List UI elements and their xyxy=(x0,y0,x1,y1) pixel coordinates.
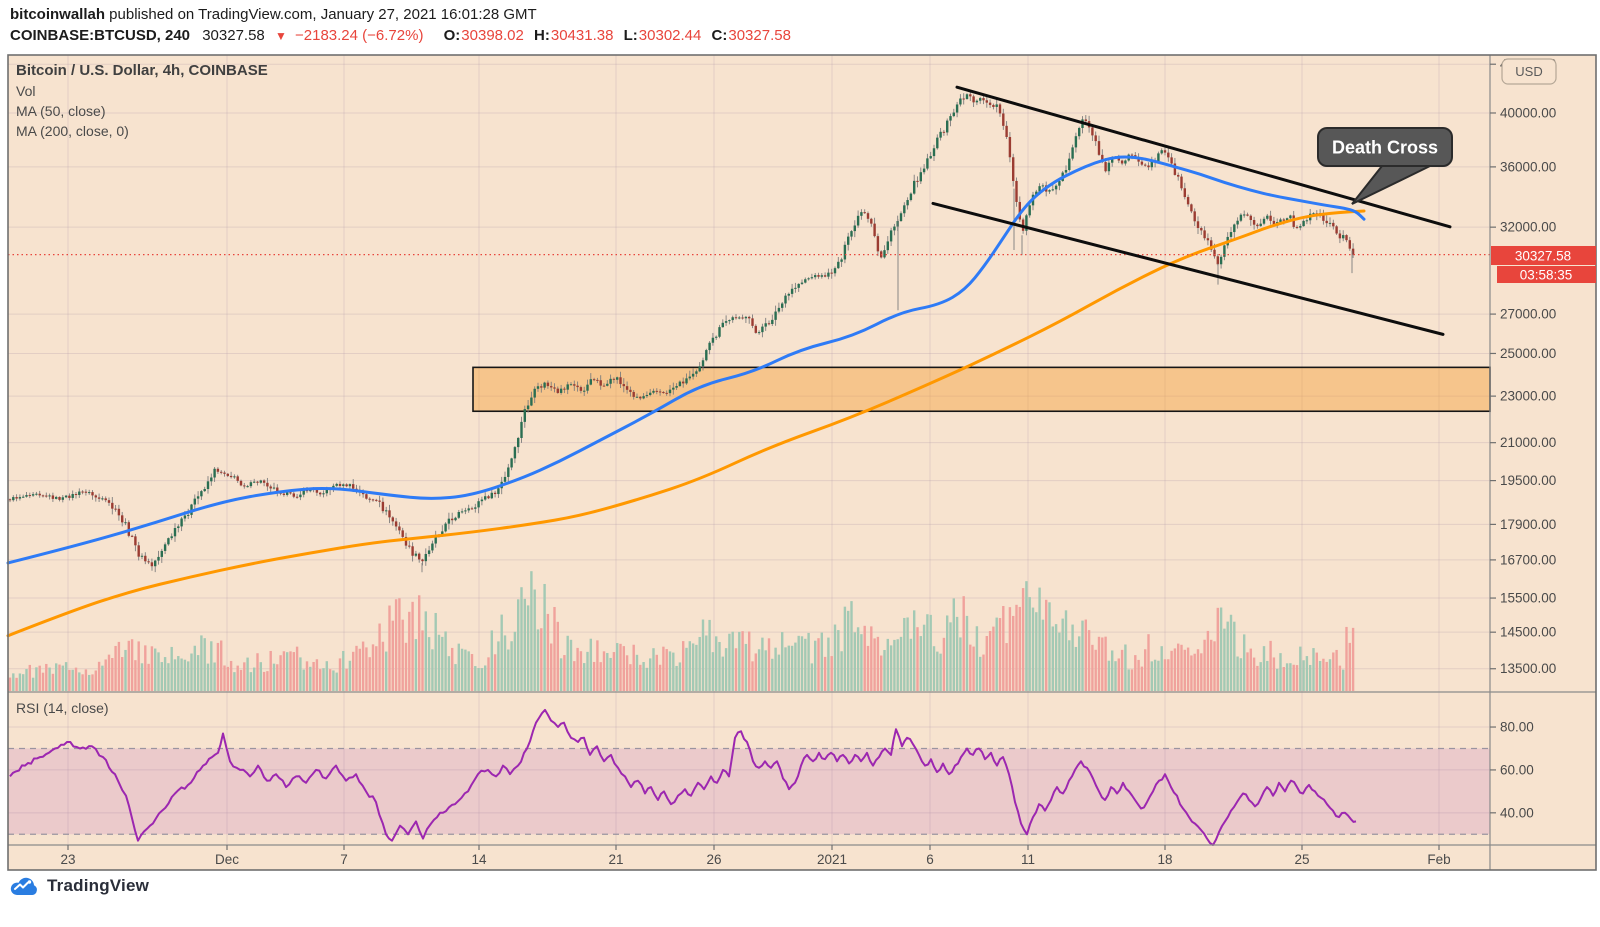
chart-background xyxy=(8,55,1596,870)
bar-countdown-badge: 03:58:35 xyxy=(1497,266,1596,283)
high-value: 30431.38 xyxy=(550,27,614,44)
time-tick-label: 18 xyxy=(1157,852,1172,867)
price-tick-label: 17900.00 xyxy=(1500,517,1556,532)
price-tick-label: 32000.00 xyxy=(1500,220,1556,235)
high-label: H: xyxy=(534,27,550,44)
chart-legend[interactable]: Bitcoin / U.S. Dollar, 4h, COINBASE Vol … xyxy=(16,61,268,141)
open-value: 30398.02 xyxy=(461,27,524,44)
price-change: −2183.24 (−6.72%) xyxy=(295,27,424,44)
price-tick-label: 21000.00 xyxy=(1500,435,1556,450)
publish-text: published on TradingView.com, January 27… xyxy=(105,6,537,23)
ma50-line[interactable] xyxy=(6,155,1366,565)
price-tick-label: 36000.00 xyxy=(1500,159,1556,174)
ticker-summary: COINBASE:BTCUSD, 240 30327.58 ▼ −2183.24… xyxy=(10,27,791,44)
price-tick-label: 16700.00 xyxy=(1500,552,1556,567)
rsi-pane[interactable] xyxy=(8,708,1490,846)
last-price: 30327.58 xyxy=(202,27,265,44)
symbol-title: COINBASE:BTCUSD, 240 xyxy=(10,27,191,44)
current-price-badge: 30327.58 xyxy=(1491,246,1596,265)
price-tick-label: 13500.00 xyxy=(1500,661,1556,676)
legend-volume[interactable]: Vol xyxy=(16,83,36,99)
ma200-line[interactable] xyxy=(6,209,1366,638)
time-tick-label: 2021 xyxy=(817,852,847,867)
rsi-pane-label[interactable]: RSI (14, close) xyxy=(16,700,109,716)
legend-ma50[interactable]: MA (50, close) xyxy=(16,103,106,119)
time-tick-label: 21 xyxy=(608,852,623,867)
price-tick-label: 23000.00 xyxy=(1500,389,1556,404)
close-label: C: xyxy=(711,27,728,44)
volume-series xyxy=(8,571,1355,691)
trendline-upper-channel[interactable] xyxy=(955,85,1452,229)
legend-ma200[interactable]: MA (200, close, 0) xyxy=(16,123,129,139)
time-tick-label: 6 xyxy=(926,852,934,867)
time-tick-label: 23 xyxy=(60,852,75,867)
pane-borders xyxy=(7,54,1597,871)
price-tick-label: 15500.00 xyxy=(1500,591,1556,606)
time-axis[interactable]: 23 Dec 7 14 21 26 2021 6 11 18 25 Feb xyxy=(60,845,1451,867)
currency-usd-button[interactable]: USD xyxy=(1501,58,1557,85)
death-cross-label: Death Cross xyxy=(1332,138,1438,158)
rsi-tick-label: 60.00 xyxy=(1500,762,1534,777)
rsi-tick-label: 40.00 xyxy=(1500,805,1534,820)
price-tick-label: 14500.00 xyxy=(1500,625,1556,640)
time-tick-label: Feb xyxy=(1427,852,1450,867)
close-value: 30327.58 xyxy=(728,27,791,44)
price-tick-label: 40000.00 xyxy=(1500,105,1556,120)
author-name: bitcoinwallah xyxy=(10,6,106,23)
usd-button-label[interactable]: USD xyxy=(1515,64,1542,79)
time-tick-label: 7 xyxy=(340,852,348,867)
trendline-lower-channel[interactable] xyxy=(931,201,1445,336)
down-triangle-icon: ▼ xyxy=(274,29,287,43)
countdown-badge-label: 03:58:35 xyxy=(1520,268,1573,283)
footer: TradingView xyxy=(10,876,149,896)
price-tick-label: 25000.00 xyxy=(1500,346,1556,361)
death-cross-annotation[interactable]: Death Cross xyxy=(1317,127,1453,205)
time-tick-label: 14 xyxy=(471,852,487,867)
time-tick-label: 11 xyxy=(1021,852,1035,867)
tradingview-wordmark[interactable]: TradingView xyxy=(47,876,150,895)
candle-series[interactable] xyxy=(8,92,1355,573)
legend-symbol-title[interactable]: Bitcoin / U.S. Dollar, 4h, COINBASE xyxy=(16,62,268,79)
tradingview-cloud-icon[interactable] xyxy=(10,876,40,896)
time-tick-label: 26 xyxy=(706,852,721,867)
price-tick-label: 27000.00 xyxy=(1500,307,1556,322)
price-badge-label: 30327.58 xyxy=(1515,249,1571,264)
publish-info: bitcoinwallah published on TradingView.c… xyxy=(10,6,791,23)
low-value: 30302.44 xyxy=(638,27,702,44)
price-tick-label: 19500.00 xyxy=(1500,473,1556,488)
open-label: O: xyxy=(443,27,461,44)
time-tick-label: 25 xyxy=(1294,852,1309,867)
rsi-tick-label: 80.00 xyxy=(1500,720,1534,735)
support-zone-box[interactable] xyxy=(472,366,1491,413)
time-tick-label: Dec xyxy=(215,852,239,867)
low-label: L: xyxy=(623,27,638,44)
header: bitcoinwallah published on TradingView.c… xyxy=(10,6,791,44)
